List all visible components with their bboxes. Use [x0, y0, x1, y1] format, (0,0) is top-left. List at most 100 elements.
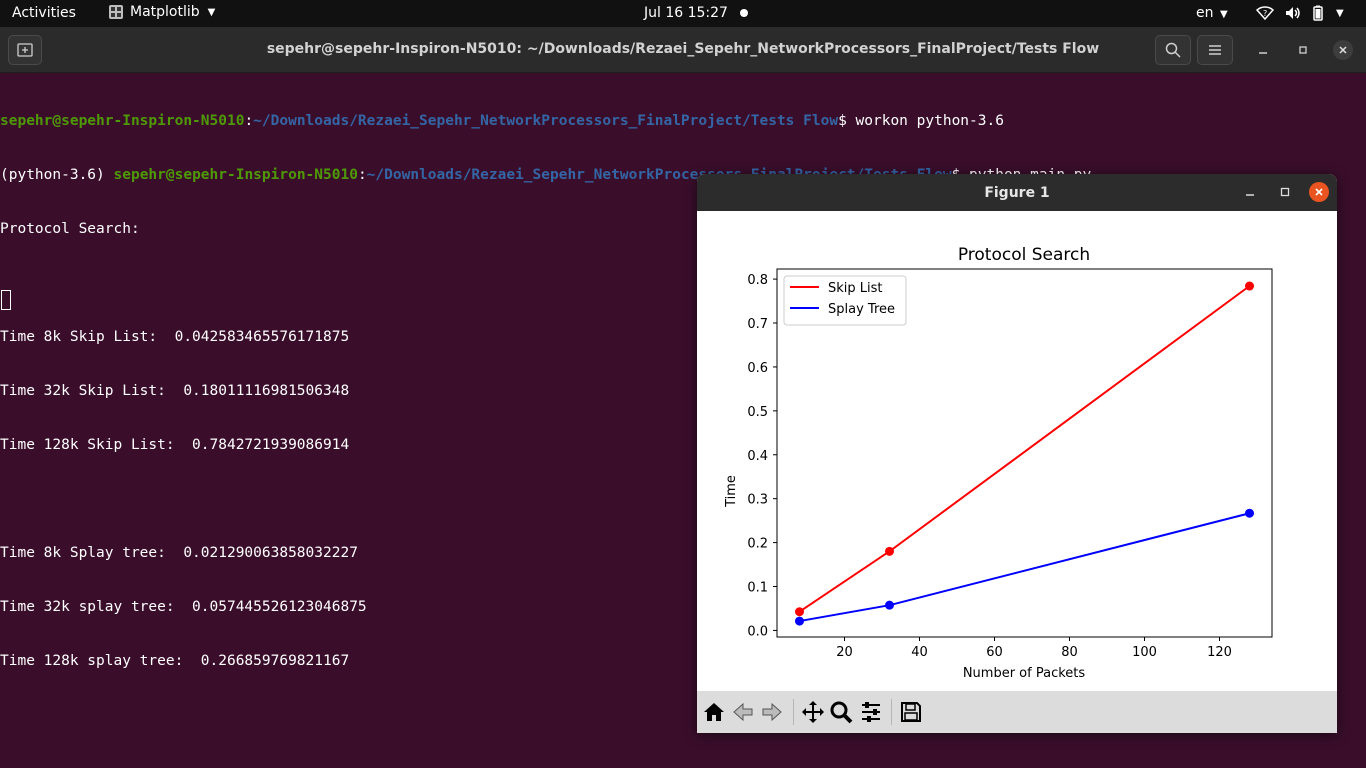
clock[interactable]: Jul 16 15:27 — [644, 5, 748, 21]
x-tick-label: 120 — [1207, 645, 1232, 660]
configure-subplots-icon — [862, 702, 880, 722]
data-point-splay-tree — [795, 616, 804, 626]
y-tick-label: 0.5 — [747, 405, 768, 420]
legend-label-splay-tree: Splay Tree — [828, 302, 895, 317]
prompt-line-1: sepehr@sepehr-Inspiron-N5010:~/Downloads… — [0, 113, 1004, 129]
minimize-icon — [1246, 194, 1254, 196]
close-icon — [1339, 46, 1347, 54]
x-tick-label: 100 — [1132, 645, 1157, 660]
figure-minimize-button[interactable] — [1240, 182, 1260, 202]
y-tick-label: 0.8 — [747, 273, 768, 288]
figure-toolbar — [697, 691, 1337, 733]
close-icon — [1315, 188, 1323, 196]
forward-button[interactable] — [758, 698, 786, 726]
prompt-path: ~/Downloads/Rezaei_Sepehr_NetworkProcess… — [253, 113, 839, 129]
output-line: Time 32k splay tree: 0.05744552612304687… — [0, 599, 367, 615]
x-tick-label: 20 — [836, 645, 853, 660]
clock-label: Jul 16 15:27 — [644, 5, 728, 21]
x-tick-label: 40 — [911, 645, 928, 660]
minimize-button[interactable] — [1253, 40, 1273, 60]
output-line: Time 128k splay tree: 0.266859769821167 — [0, 653, 350, 669]
close-button[interactable] — [1333, 40, 1353, 60]
chart-canvas[interactable]: Protocol Search 20 40 60 80 100 120 0.0 0.1 0.2 0… — [697, 211, 1337, 691]
data-point-splay-tree — [1245, 508, 1254, 518]
back-icon — [733, 702, 753, 722]
zoom-icon — [830, 701, 853, 724]
configure-subplots-button[interactable] — [857, 698, 885, 726]
notification-dot-icon — [739, 9, 748, 17]
volume-icon — [1286, 7, 1300, 19]
activities-button[interactable]: Activities — [12, 5, 76, 21]
figure-window[interactable]: Figure 1 Protocol Search 20 40 60 80 100 120 0… — [697, 174, 1337, 733]
toolbar-separator — [793, 699, 794, 725]
minimize-icon — [1259, 52, 1267, 54]
chevron-down-icon: ▼ — [207, 6, 216, 18]
data-point-skip-list — [885, 546, 894, 556]
chevron-down-icon: ▼ — [1219, 9, 1228, 20]
home-button[interactable] — [700, 698, 728, 726]
y-tick-label: 0.3 — [747, 493, 768, 508]
y-tick-label: 0.2 — [747, 537, 768, 552]
x-axis-label: Number of Packets — [963, 666, 1086, 681]
maximize-icon — [1299, 46, 1307, 54]
output-line: Time 8k Skip List: 0.042583465576171875 — [0, 329, 350, 345]
prompt-venv: (python-3.6) — [0, 167, 114, 183]
output-line: Time 8k Splay tree: 0.021290063858032227 — [0, 545, 358, 561]
forward-icon — [762, 702, 782, 722]
y-tick-label: 0.6 — [747, 361, 768, 376]
data-point-skip-list — [795, 607, 804, 617]
y-tick-label: 0.0 — [747, 624, 768, 639]
prompt-user: sepehr@sepehr-Inspiron-N5010 — [113, 167, 358, 183]
figure-titlebar[interactable]: Figure 1 — [697, 174, 1337, 211]
plot-frame — [776, 268, 1273, 638]
x-tick-label: 80 — [1061, 645, 1078, 660]
zoom-button[interactable] — [827, 698, 855, 726]
new-tab-icon — [17, 43, 33, 57]
new-tab-button[interactable] — [8, 35, 42, 65]
menu-button[interactable] — [1197, 35, 1233, 65]
figure-maximize-button[interactable] — [1275, 182, 1295, 202]
prompt-user: sepehr@sepehr-Inspiron-N5010 — [0, 113, 245, 129]
chart-title: Protocol Search — [958, 245, 1090, 265]
wifi-icon: ? — [1256, 6, 1274, 21]
pan-icon — [802, 701, 824, 723]
save-button[interactable] — [897, 698, 925, 726]
chart-legend: Skip List Splay Tree — [783, 275, 907, 326]
terminal-cursor — [1, 290, 11, 310]
y-tick-label: 0.7 — [747, 317, 768, 332]
data-point-splay-tree — [885, 600, 894, 610]
search-icon — [1165, 42, 1181, 58]
save-icon — [901, 702, 921, 722]
hamburger-menu-icon — [1209, 45, 1221, 55]
y-tick-label: 0.1 — [747, 580, 768, 595]
terminal-header-bar: sepehr@sepehr-Inspiron-N5010: ~/Download… — [0, 27, 1366, 73]
figure-close-button[interactable] — [1309, 182, 1329, 202]
battery-icon — [1313, 5, 1323, 21]
maximize-button[interactable] — [1293, 40, 1313, 60]
toolbar-separator — [891, 699, 892, 725]
pan-button[interactable] — [799, 698, 827, 726]
back-button[interactable] — [729, 698, 757, 726]
system-top-bar: Activities Matplotlib ▼ Jul 16 15:27 en … — [0, 0, 1366, 27]
x-tick-label: 60 — [986, 645, 1003, 660]
search-button[interactable] — [1155, 35, 1191, 65]
language-label: en — [1196, 5, 1214, 21]
chevron-down-icon: ▼ — [1336, 7, 1344, 19]
legend-label-skip-list: Skip List — [828, 281, 883, 296]
output-line: Time 128k Skip List: 0.7842721939086914 — [0, 437, 350, 453]
chart-series — [795, 281, 1254, 626]
data-point-skip-list — [1245, 281, 1254, 291]
output-line: Time 32k Skip List: 0.18011116981506348 — [0, 383, 350, 399]
output-line: Protocol Search: — [0, 221, 140, 237]
y-tick-label: 0.4 — [747, 449, 768, 464]
home-icon — [704, 703, 724, 721]
app-menu-label: Matplotlib — [130, 4, 200, 20]
chart-axes: 20 40 60 80 100 120 0.0 0.1 0.2 0.3 0.4 0.5 0.6 0.7 0.… — [747, 268, 1273, 660]
language-selector[interactable]: en ▼ — [1196, 5, 1228, 21]
y-axis-label: Time — [724, 475, 739, 508]
maximize-icon — [1280, 187, 1290, 197]
prompt-command: $ workon python-3.6 — [838, 113, 1004, 129]
app-menu[interactable]: Matplotlib ▼ — [108, 4, 215, 20]
system-tray[interactable]: ? ▼ — [1256, 5, 1344, 21]
figure-title: Figure 1 — [984, 185, 1050, 201]
